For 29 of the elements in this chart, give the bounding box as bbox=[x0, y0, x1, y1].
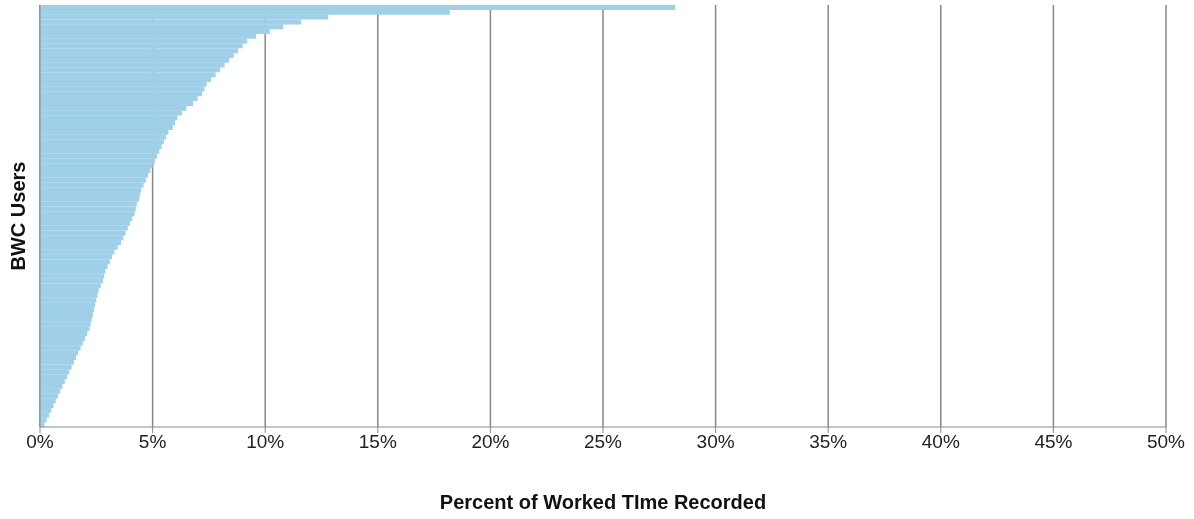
x-tick-label: 10% bbox=[246, 431, 285, 453]
x-tick-label: 5% bbox=[138, 431, 167, 453]
bar bbox=[40, 91, 203, 97]
x-tick-label: 0% bbox=[26, 431, 54, 453]
bar bbox=[40, 43, 243, 49]
bar bbox=[40, 326, 90, 332]
bar bbox=[40, 230, 126, 236]
y-axis-title: BWC Users bbox=[7, 161, 30, 271]
bar bbox=[40, 254, 113, 260]
bar bbox=[40, 182, 144, 188]
bar bbox=[40, 345, 81, 351]
x-tick-label: 45% bbox=[1034, 431, 1073, 453]
bar bbox=[40, 67, 221, 73]
x-tick-label: 15% bbox=[358, 431, 397, 453]
bar bbox=[40, 206, 136, 212]
x-tick-label: 20% bbox=[471, 431, 510, 453]
bar bbox=[40, 278, 104, 284]
x-tick-label: 30% bbox=[696, 431, 735, 453]
bar bbox=[40, 115, 178, 121]
x-tick-label: 40% bbox=[921, 431, 960, 453]
bar bbox=[40, 369, 70, 375]
bar bbox=[40, 393, 59, 399]
x-tick-label: 50% bbox=[1146, 431, 1186, 453]
bar bbox=[40, 158, 155, 164]
x-tick-label: 25% bbox=[583, 431, 623, 453]
bar bbox=[40, 134, 167, 140]
bar bbox=[40, 302, 96, 308]
x-axis-title: Percent of Worked TIme Recorded bbox=[439, 491, 767, 513]
x-tick-label: 35% bbox=[809, 431, 848, 453]
